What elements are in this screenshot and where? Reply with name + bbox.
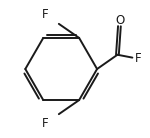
Text: F: F xyxy=(42,117,49,130)
Text: F: F xyxy=(135,52,141,65)
Text: O: O xyxy=(115,14,124,26)
Text: F: F xyxy=(42,8,49,21)
